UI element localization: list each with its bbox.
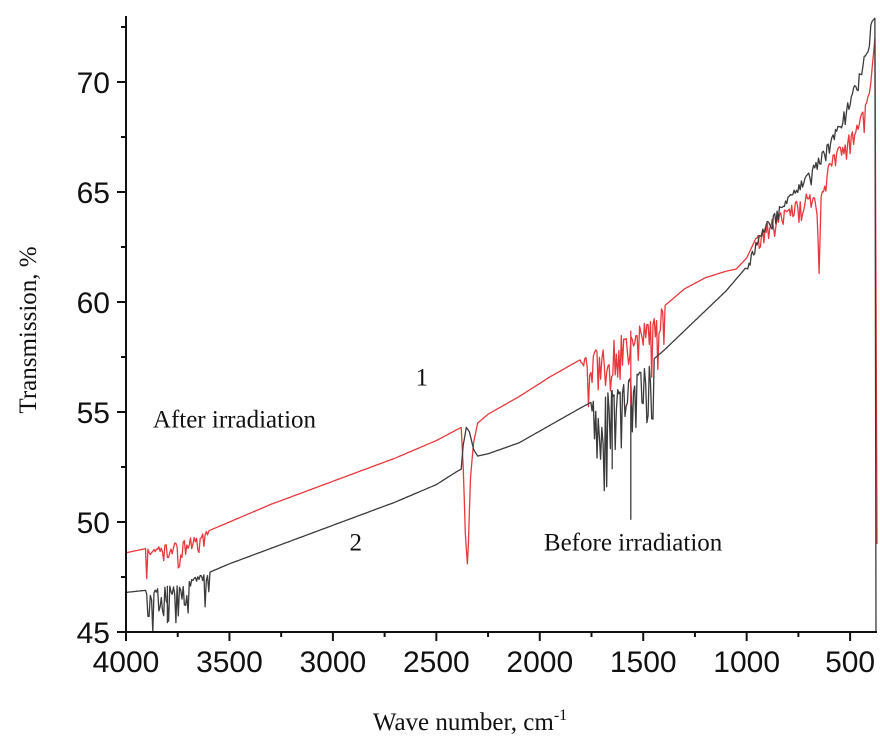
x-tick-label: 3500 — [196, 646, 263, 679]
y-tick-label: 45 — [77, 617, 110, 650]
x-axis-title-superscript: -1 — [554, 707, 567, 724]
annotations: 1 After irradiation 2 Before irradiation — [153, 365, 723, 557]
x-tick-label: 1500 — [610, 646, 677, 679]
annotation-label: 2 — [349, 530, 362, 557]
x-axis-title-text: Wave number, cm — [373, 709, 554, 736]
y-axis-title: Transmission, % — [15, 246, 42, 413]
y-tick-label: 60 — [77, 287, 110, 320]
annotation-label: After irradiation — [153, 406, 317, 433]
series-line-2 — [125, 17, 877, 633]
annotation-label: Before irradiation — [544, 530, 723, 557]
x-tick-label: 3000 — [300, 646, 367, 679]
x-tick-label: 2500 — [403, 646, 470, 679]
y-tick-label: 65 — [77, 177, 110, 210]
x-tick-label: 4000 — [93, 646, 160, 679]
y-tick-label: 55 — [77, 397, 110, 430]
x-tick-label: 2000 — [506, 646, 573, 679]
series-layer — [125, 17, 878, 633]
x-tick-label: 500 — [825, 646, 875, 679]
x-axis-title: Wave number, cm-1 — [373, 707, 567, 736]
y-tick-label: 50 — [77, 507, 110, 540]
series-line-1 — [125, 37, 878, 580]
x-tick-label: 1000 — [713, 646, 780, 679]
y-tick-label: 70 — [77, 67, 110, 100]
annotation-label: 1 — [416, 365, 429, 392]
